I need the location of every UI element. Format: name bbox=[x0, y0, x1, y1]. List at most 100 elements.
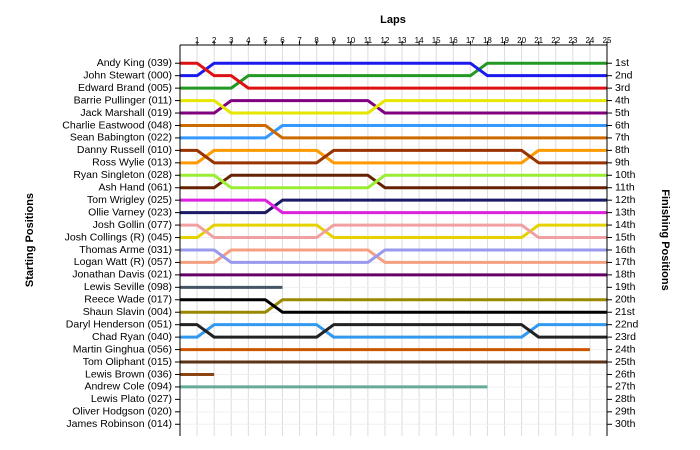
driver-label: Jack Marshall (019) bbox=[80, 107, 172, 119]
driver-label: John Stewart (000) bbox=[83, 69, 172, 81]
series-line bbox=[180, 248, 607, 264]
driver-label: Daryl Henderson (051) bbox=[66, 318, 172, 330]
x-tick-label: 8 bbox=[314, 36, 319, 45]
x-tick-label: 25 bbox=[603, 36, 612, 45]
driver-label: Edward Brand (005) bbox=[78, 82, 172, 94]
x-tick-label: 3 bbox=[229, 36, 234, 45]
driver-label: Lewis Plato (027) bbox=[91, 393, 172, 405]
y2-tick-label: 12th bbox=[615, 194, 636, 206]
series-line bbox=[180, 223, 607, 240]
x-axis-title: Laps bbox=[380, 14, 406, 26]
series-line bbox=[180, 323, 607, 339]
x-tick-label: 23 bbox=[568, 36, 577, 45]
y2-tick-label: 6th bbox=[615, 119, 630, 131]
x-tick-label: 10 bbox=[346, 36, 355, 45]
driver-label: Chad Ryan (040) bbox=[92, 331, 172, 343]
y2-tick-label: 21st bbox=[615, 306, 635, 318]
driver-label: Logan Watt (R) (057) bbox=[74, 256, 172, 268]
series-line bbox=[180, 148, 607, 165]
y2-tick-label: 9th bbox=[615, 157, 630, 169]
x-tick-label: 6 bbox=[280, 36, 285, 45]
driver-label: Andy King (039) bbox=[97, 57, 172, 69]
y2-tick-label: 7th bbox=[615, 132, 630, 144]
series-line bbox=[180, 99, 607, 115]
y2-tick-label: 17th bbox=[615, 256, 636, 268]
x-tick-label: 1 bbox=[195, 36, 200, 45]
driver-label: Oliver Hodgson (020) bbox=[72, 406, 172, 418]
y2-tick-label: 20th bbox=[615, 294, 636, 306]
y2-tick-label: 8th bbox=[615, 144, 630, 156]
y2-tick-label: 2nd bbox=[615, 69, 633, 81]
axes: 1 2 3 4 5 6 7 8 9 10 11 12 13 14 15 16 17 18 19 20 21 22 23 24 2… bbox=[62, 36, 639, 436]
y2-tick-label: 30th bbox=[615, 418, 636, 430]
x-tick-label: 9 bbox=[331, 36, 336, 45]
driver-label: Barrie Pullinger (011) bbox=[74, 94, 172, 106]
y2-tick-label: 25th bbox=[615, 356, 636, 368]
driver-label: Lewis Brown (036) bbox=[85, 368, 172, 380]
y2-tick-label: 24th bbox=[615, 343, 636, 355]
y2-tick-label: 4th bbox=[615, 94, 630, 106]
series-line bbox=[180, 148, 607, 165]
lines bbox=[180, 61, 607, 389]
y2-axis-title: Finishing Positions bbox=[659, 189, 671, 290]
y2-tick-label: 5th bbox=[615, 107, 630, 119]
series-line bbox=[180, 223, 607, 240]
y2-tick-label: 10th bbox=[615, 169, 636, 181]
series-line bbox=[180, 198, 607, 215]
x-tick-label: 22 bbox=[551, 36, 560, 45]
y2-tick-label: 1st bbox=[615, 57, 629, 69]
driver-label: Martin Ginghua (056) bbox=[73, 343, 172, 355]
x-tick-label: 5 bbox=[263, 36, 268, 45]
series-line bbox=[180, 61, 607, 90]
y2-tick-label: 26th bbox=[615, 368, 636, 380]
driver-label: Sean Babington (022) bbox=[70, 132, 172, 144]
y2-tick-label: 27th bbox=[615, 381, 636, 393]
y2-tick-label: 15th bbox=[615, 231, 636, 243]
x-tick-label: 18 bbox=[483, 36, 492, 45]
y2-tick-label: 11th bbox=[615, 182, 635, 194]
driver-label: Ross Wylie (013) bbox=[92, 157, 172, 169]
x-tick-label: 19 bbox=[500, 36, 509, 45]
y2-tick-label: 18th bbox=[615, 269, 636, 281]
series-line bbox=[180, 61, 607, 78]
series-line bbox=[180, 99, 607, 115]
y2-tick-label: 16th bbox=[615, 244, 636, 256]
driver-label: Josh Gollin (077) bbox=[93, 219, 172, 231]
series-line bbox=[180, 173, 607, 190]
y2-tick-label: 29th bbox=[615, 406, 636, 418]
driver-label: James Robinson (014) bbox=[66, 418, 172, 430]
driver-label: Shaun Slavin (004) bbox=[83, 306, 172, 318]
series-line bbox=[180, 298, 607, 314]
driver-label: Josh Collings (R) (045) bbox=[65, 231, 172, 243]
series-line bbox=[180, 173, 607, 190]
x-tick-label: 7 bbox=[297, 36, 302, 45]
driver-label: Ollie Varney (023) bbox=[88, 206, 172, 218]
driver-label: Tom Oliphant (015) bbox=[83, 356, 172, 368]
x-tick-label: 4 bbox=[246, 36, 251, 45]
series-line bbox=[180, 61, 607, 90]
x-tick-label: 15 bbox=[432, 36, 441, 45]
y2-tick-label: 13th bbox=[615, 206, 636, 218]
series-line bbox=[180, 123, 607, 140]
driver-label: Charlie Eastwood (048) bbox=[62, 119, 172, 131]
driver-label: Jonathan Davis (021) bbox=[72, 269, 172, 281]
series-line bbox=[180, 298, 607, 314]
series-line bbox=[180, 123, 607, 140]
y2-tick-label: 3rd bbox=[615, 82, 630, 94]
y2-tick-label: 23rd bbox=[615, 331, 636, 343]
x-tick-label: 17 bbox=[466, 36, 475, 45]
driver-label: Ryan Singleton (028) bbox=[73, 169, 172, 181]
x-tick-label: 13 bbox=[398, 36, 407, 45]
x-tick-label: 11 bbox=[364, 36, 373, 45]
y2-tick-label: 28th bbox=[615, 393, 636, 405]
x-tick-label: 24 bbox=[585, 36, 594, 45]
x-tick-label: 14 bbox=[415, 36, 424, 45]
driver-label: Danny Russell (010) bbox=[77, 144, 172, 156]
x-tick-label: 20 bbox=[517, 36, 526, 45]
driver-label: Tom Wrigley (025) bbox=[87, 194, 172, 206]
x-tick-label: 2 bbox=[212, 36, 217, 45]
driver-label: Thomas Arme (031) bbox=[79, 244, 172, 256]
driver-label: Andrew Cole (094) bbox=[84, 381, 172, 393]
driver-label: Lewis Seville (098) bbox=[84, 281, 172, 293]
driver-label: Ash Hand (061) bbox=[98, 182, 172, 194]
